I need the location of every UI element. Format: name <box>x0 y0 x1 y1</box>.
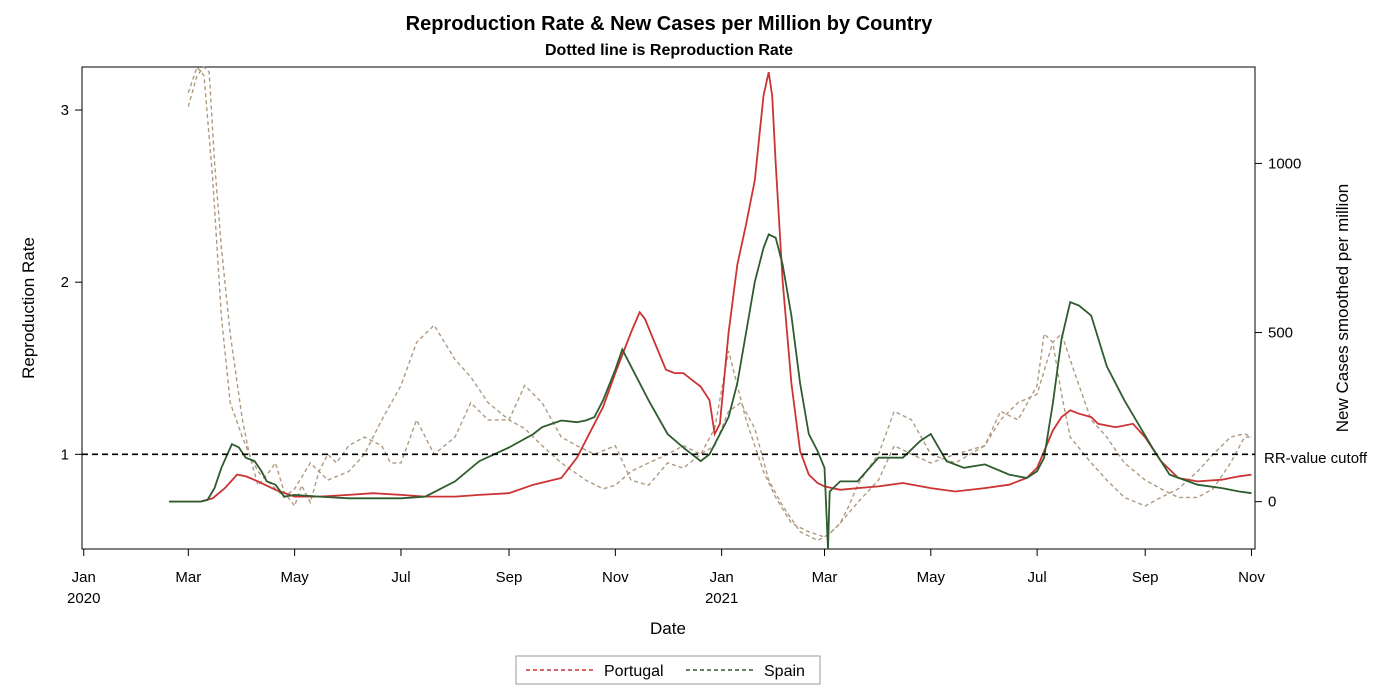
new-cases-line-spain <box>169 233 1252 550</box>
x-tick-label: Jan <box>72 569 96 586</box>
x-axis-title: Date <box>650 619 686 638</box>
chart-title: Reproduction Rate & New Cases per Millio… <box>406 13 934 35</box>
x-tick-label: May <box>280 569 309 586</box>
rr-line-portugal <box>187 65 1252 538</box>
chart-subtitle: Dotted line is Reproduction Rate <box>545 42 793 59</box>
x-tick-year-label: 2020 <box>67 590 100 607</box>
x-tick-label: Nov <box>602 569 629 586</box>
y-left-tick-label: 3 <box>61 102 69 119</box>
y-right-tick-label: 1000 <box>1268 155 1301 172</box>
x-tick-label: Sep <box>1132 569 1159 586</box>
x-axis: Jan 2020 Mar May Jul Sep Nov Jan 2021 Mar May Jul Se… <box>67 549 1265 607</box>
rr-line-spain <box>187 65 1252 542</box>
legend: Portugal Spain <box>515 655 821 685</box>
y-right-tick-label: 500 <box>1268 325 1293 342</box>
legend-label-spain: Spain <box>764 663 805 680</box>
legend-label-portugal: Portugal <box>604 663 664 680</box>
y-axis-left-title: Reproduction Rate <box>19 237 38 379</box>
y-right-tick-label: 0 <box>1268 494 1276 511</box>
series-lines <box>169 65 1252 550</box>
x-tick-label: May <box>917 569 946 586</box>
y-axis-right: 0 500 1000 <box>1255 155 1301 511</box>
x-tick-label: Jul <box>391 569 410 586</box>
y-axis-left: 1 2 3 <box>61 102 82 463</box>
x-tick-year-label: 2021 <box>705 590 738 607</box>
plot-frame <box>81 66 1256 550</box>
y-left-tick-label: 1 <box>61 446 69 463</box>
x-tick-label: Jul <box>1028 569 1047 586</box>
x-tick-label: Nov <box>1238 569 1265 586</box>
new-cases-line-portugal <box>169 71 1252 503</box>
y-axis-right-title: New Cases smoothed per million <box>1333 184 1352 433</box>
x-tick-label: Jan <box>710 569 734 586</box>
legend-box <box>515 655 821 685</box>
x-tick-label: Mar <box>812 569 838 586</box>
rr-cutoff-label: RR-value cutoff <box>1264 450 1368 467</box>
x-tick-label: Mar <box>175 569 201 586</box>
y-left-tick-label: 2 <box>61 274 69 291</box>
x-tick-label: Sep <box>496 569 523 586</box>
